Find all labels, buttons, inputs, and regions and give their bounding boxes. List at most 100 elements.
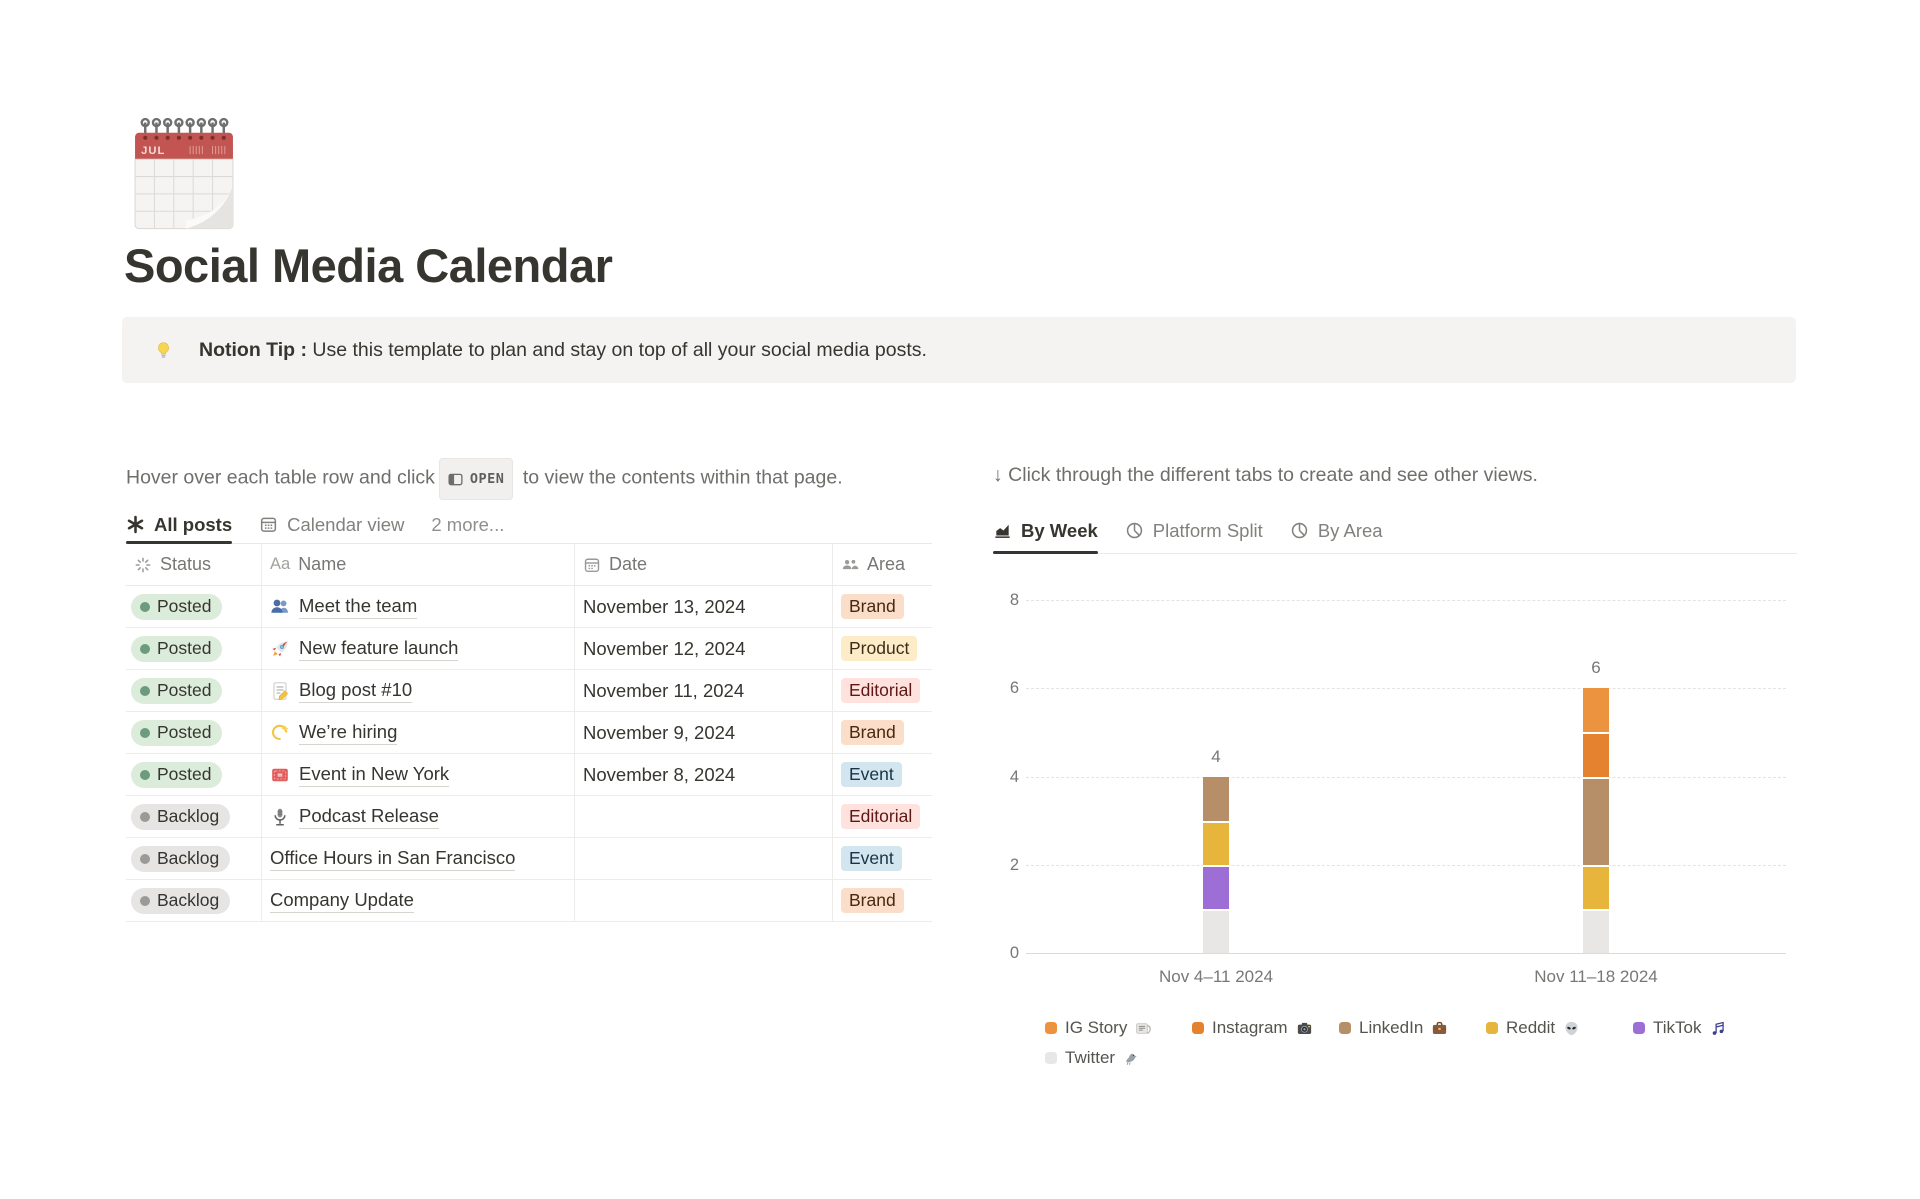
legend-item-linkedin[interactable]: LinkedIn xyxy=(1339,1016,1486,1040)
legend-swatch xyxy=(1339,1022,1351,1034)
legend-item-reddit[interactable]: Reddit xyxy=(1486,1016,1633,1040)
page-link[interactable]: Podcast Release xyxy=(299,805,439,829)
bar-segment-twitter[interactable] xyxy=(1203,908,1229,953)
date-cell[interactable] xyxy=(575,838,833,880)
status-badge[interactable]: Posted xyxy=(131,635,223,662)
status-badge[interactable]: Posted xyxy=(131,719,223,746)
bar-segment-linkedin[interactable] xyxy=(1203,776,1229,821)
tab-label: By Area xyxy=(1317,519,1383,541)
area-tag[interactable]: Brand xyxy=(841,888,904,913)
bar-total-label: 4 xyxy=(1211,746,1221,766)
legend-item-instagram[interactable]: Instagram xyxy=(1192,1016,1339,1040)
legend-label: Reddit xyxy=(1506,1018,1556,1037)
legend-label: LinkedIn xyxy=(1359,1018,1424,1037)
area-tag[interactable]: Event xyxy=(841,846,902,871)
table-header-row: Status Aa Name Date Area xyxy=(126,544,932,586)
people-icon xyxy=(842,559,859,569)
bar-segment-instagram[interactable] xyxy=(1583,732,1609,777)
page-icon-spiral-calendar[interactable]: JUL xyxy=(133,114,235,234)
table-row[interactable]: Backlog Podcast Release Editorial xyxy=(126,796,932,838)
page-title[interactable]: Social Media Calendar xyxy=(124,239,613,292)
y-axis-tick: 4 xyxy=(1009,767,1019,786)
page-link[interactable]: New feature launch xyxy=(299,637,459,661)
asterisk-icon xyxy=(126,515,145,534)
calendar-icon xyxy=(584,558,600,572)
status-badge[interactable]: Posted xyxy=(131,677,223,704)
bar-segment-ig-story[interactable] xyxy=(1583,688,1609,733)
date-cell[interactable]: November 9, 2024 xyxy=(575,712,833,754)
memo-icon xyxy=(270,681,290,701)
table-row[interactable]: Posted Meet the team November 13, 2024 B… xyxy=(126,586,932,628)
column-header-status[interactable]: Status xyxy=(126,544,262,586)
tab-label: Platform Split xyxy=(1152,519,1263,541)
bar-segment-reddit[interactable] xyxy=(1583,864,1609,909)
page-link[interactable]: Blog post #10 xyxy=(299,679,413,703)
tab-calendar-view[interactable]: Calendar view xyxy=(259,506,404,543)
table-row[interactable]: Posted Event in New York November 8, 202… xyxy=(126,754,932,796)
status-badge[interactable]: Backlog xyxy=(131,845,231,872)
microphone-icon xyxy=(270,807,290,827)
charts-section: ↓ Click through the different tabs to cr… xyxy=(993,458,1797,1070)
area-tag[interactable]: Brand xyxy=(841,720,904,745)
briefcase-icon xyxy=(1431,1020,1448,1037)
legend-item-tiktok[interactable]: TikTok xyxy=(1633,1016,1780,1040)
tab-platform-split[interactable]: Platform Split xyxy=(1125,508,1263,553)
table-row[interactable]: Backlog Company Update Brand xyxy=(126,880,932,922)
table-row[interactable]: Backlog Office Hours in San Francisco Ev… xyxy=(126,838,932,880)
tab-label: Calendar view xyxy=(287,513,405,535)
area-tag[interactable]: Brand xyxy=(841,594,904,619)
date-cell[interactable]: November 11, 2024 xyxy=(575,670,833,712)
column-header-date[interactable]: Date xyxy=(575,544,833,586)
chart-view-tabs: By Week Platform Split By Area xyxy=(993,508,1797,554)
bar-segment-twitter[interactable] xyxy=(1583,908,1609,953)
page-link[interactable]: We’re hiring xyxy=(299,721,398,745)
table-row[interactable]: Posted We’re hiring November 9, 2024 Bra… xyxy=(126,712,932,754)
column-header-area[interactable]: Area xyxy=(833,544,932,586)
area-tag[interactable]: Event xyxy=(841,762,902,787)
status-badge[interactable]: Backlog xyxy=(131,887,231,914)
page-link[interactable]: Event in New York xyxy=(299,763,450,787)
area-tag[interactable]: Editorial xyxy=(841,804,921,829)
tab-all-posts[interactable]: All posts xyxy=(126,506,233,544)
column-header-name[interactable]: Aa Name xyxy=(262,544,575,586)
page-link[interactable]: Meet the team xyxy=(299,595,418,619)
status-badge[interactable]: Backlog xyxy=(131,803,231,830)
status-spinner-icon xyxy=(135,557,151,572)
date-cell[interactable] xyxy=(575,880,833,922)
date-cell[interactable]: November 12, 2024 xyxy=(575,628,833,670)
text-property-icon: Aa xyxy=(270,555,291,573)
area-tag[interactable]: Editorial xyxy=(841,678,921,703)
light-bulb-icon xyxy=(154,341,173,360)
bar-segment-linkedin[interactable] xyxy=(1583,776,1609,865)
pie-chart-icon xyxy=(1125,521,1144,540)
legend-swatch xyxy=(1486,1022,1498,1034)
open-button[interactable]: OPEN xyxy=(438,458,514,500)
status-badge[interactable]: Posted xyxy=(131,761,223,788)
page-link[interactable]: Office Hours in San Francisco xyxy=(270,847,516,871)
open-button-label: OPEN xyxy=(469,471,505,487)
tab-by-area[interactable]: By Area xyxy=(1290,508,1383,553)
date-cell[interactable]: November 8, 2024 xyxy=(575,754,833,796)
date-cell[interactable]: November 13, 2024 xyxy=(575,586,833,628)
tab-label: By Week xyxy=(1021,519,1098,541)
rocket-icon xyxy=(270,639,290,659)
status-badge[interactable]: Posted xyxy=(131,593,223,620)
posts-view-tabs: All posts Calendar view 2 more... xyxy=(126,506,932,544)
bar-segment-tiktok[interactable] xyxy=(1203,864,1229,909)
legend-item-ig-story[interactable]: IG Story xyxy=(1045,1016,1192,1040)
bar-segment-reddit[interactable] xyxy=(1203,820,1229,865)
legend-swatch xyxy=(1633,1022,1645,1034)
gridline xyxy=(1026,600,1786,601)
tab-by-week[interactable]: By Week xyxy=(993,508,1098,554)
page-link[interactable]: Company Update xyxy=(270,889,414,913)
tab-more-views[interactable]: 2 more... xyxy=(431,506,504,543)
posts-section: Hover over each table row and click OPEN … xyxy=(126,458,932,922)
table-row[interactable]: Posted New feature launch November 12, 2… xyxy=(126,628,932,670)
x-axis-label: Nov 11–18 2024 xyxy=(1534,967,1658,986)
legend-item-twitter[interactable]: Twitter xyxy=(1045,1046,1192,1070)
legend-label: IG Story xyxy=(1065,1018,1128,1037)
camera-icon xyxy=(1296,1020,1313,1037)
table-row[interactable]: Posted Blog post #10 November 11, 2024 E… xyxy=(126,670,932,712)
area-tag[interactable]: Product xyxy=(841,636,918,661)
date-cell[interactable] xyxy=(575,796,833,838)
